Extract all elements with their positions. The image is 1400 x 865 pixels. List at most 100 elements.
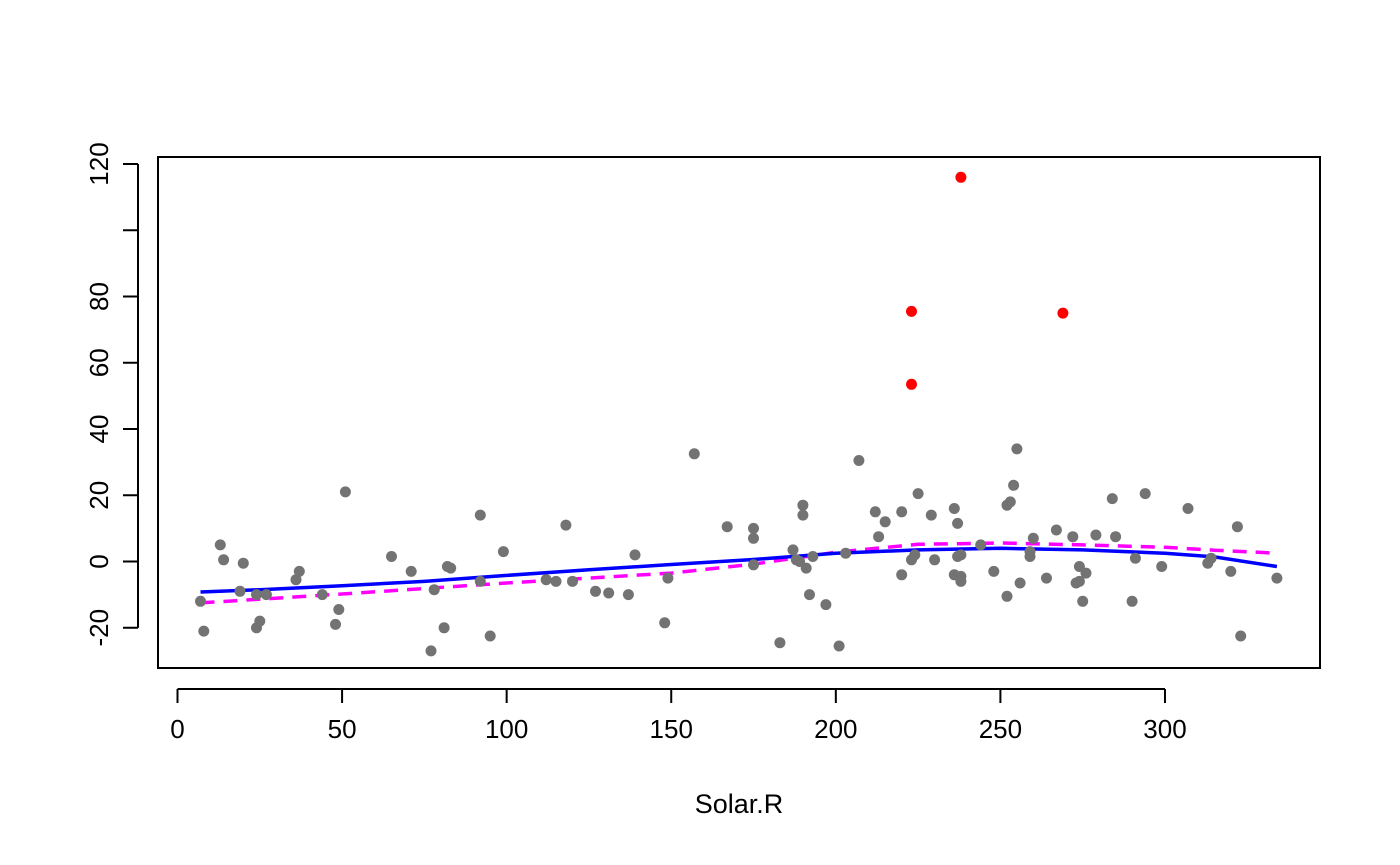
- data-point: [787, 544, 799, 556]
- data-point: [929, 554, 941, 566]
- data-point: [567, 575, 578, 587]
- data-point: [955, 575, 967, 587]
- y-tick-label: 40: [84, 415, 114, 444]
- data-point: [260, 589, 272, 601]
- data-point: [1110, 531, 1122, 543]
- data-point: [251, 589, 262, 601]
- data-point: [293, 565, 305, 577]
- data-point: [438, 622, 450, 634]
- data-point: [497, 546, 509, 558]
- x-tick-label: 250: [979, 714, 1022, 744]
- data-point: [1067, 531, 1079, 543]
- data-point: [1139, 488, 1151, 500]
- data-point: [748, 532, 759, 544]
- data-point: [797, 509, 809, 521]
- data-point: [237, 557, 249, 569]
- data-point: [339, 486, 351, 498]
- y-tick-label: 0: [84, 554, 114, 568]
- y-tick-label: 120: [84, 142, 114, 185]
- data-point: [853, 455, 865, 466]
- data-point: [748, 522, 759, 534]
- points-layer: [195, 171, 1283, 657]
- data-point: [925, 509, 937, 521]
- x-tick-label: 200: [814, 714, 857, 744]
- data-point: [800, 562, 812, 574]
- x-axis-label: Solar.R: [695, 789, 784, 819]
- data-point: [1004, 496, 1016, 508]
- data-point: [1271, 572, 1283, 584]
- data-point: [218, 554, 230, 566]
- x-axis: 0 50 100 150 200 250 300: [170, 688, 1187, 744]
- data-point: [622, 589, 634, 601]
- lines-layer: [200, 541, 1278, 605]
- data-point: [214, 539, 226, 551]
- smooth-line: [200, 546, 1278, 594]
- x-tick-label: 50: [328, 714, 357, 744]
- data-point: [428, 584, 440, 596]
- data-point: [662, 572, 674, 584]
- data-point: [659, 617, 671, 629]
- data-point: [474, 575, 486, 587]
- data-point: [1073, 575, 1085, 587]
- data-point: [1027, 532, 1039, 544]
- data-point: [1001, 590, 1013, 602]
- data-point: [1041, 572, 1052, 584]
- data-point: [484, 630, 496, 642]
- data-point: [1077, 595, 1089, 607]
- data-point: [445, 562, 457, 574]
- data-point: [1090, 529, 1102, 541]
- outlier-point: [1057, 307, 1069, 319]
- data-point: [948, 503, 960, 514]
- data-point: [254, 615, 266, 627]
- data-point: [896, 506, 908, 518]
- data-point: [195, 595, 206, 607]
- data-point: [988, 565, 1000, 577]
- y-tick-label: -20: [84, 609, 114, 647]
- data-point: [1014, 577, 1026, 589]
- data-point: [1129, 552, 1141, 564]
- outlier-point: [955, 171, 967, 183]
- data-point: [590, 585, 601, 597]
- data-point: [955, 549, 967, 561]
- data-point: [290, 574, 302, 586]
- x-tick-label: 150: [650, 714, 693, 744]
- data-point: [550, 575, 562, 587]
- outlier-point: [906, 378, 917, 390]
- data-point: [560, 519, 572, 531]
- data-point: [316, 589, 328, 601]
- data-point: [952, 517, 964, 529]
- data-point: [774, 637, 786, 649]
- data-point: [1156, 561, 1168, 572]
- y-tick-label: 20: [84, 481, 114, 510]
- data-point: [912, 488, 924, 500]
- y-tick-label: 60: [84, 348, 114, 377]
- data-point: [330, 618, 341, 630]
- data-point: [629, 549, 641, 561]
- data-point: [975, 539, 987, 551]
- y-axis: -20 0 20 40 60 80 120: [84, 142, 139, 647]
- data-point: [1205, 552, 1217, 564]
- data-point: [198, 625, 210, 637]
- data-point: [1126, 595, 1138, 607]
- data-point: [873, 531, 885, 543]
- data-point: [1106, 493, 1118, 505]
- data-point: [1011, 443, 1023, 455]
- data-point: [1008, 479, 1020, 491]
- data-point: [820, 599, 832, 611]
- data-point: [386, 551, 397, 562]
- data-point: [896, 569, 908, 581]
- data-point: [333, 604, 345, 615]
- data-point: [721, 521, 733, 533]
- data-point: [1225, 565, 1237, 577]
- plot-frame: [157, 156, 1321, 669]
- data-point: [1231, 521, 1243, 533]
- x-tick-label: 300: [1143, 714, 1186, 744]
- data-point: [1050, 524, 1062, 536]
- data-point: [1235, 630, 1247, 642]
- data-point: [1080, 567, 1092, 579]
- data-point: [540, 574, 552, 586]
- data-point: [688, 448, 700, 460]
- outlier-point: [906, 305, 917, 317]
- data-point: [1182, 503, 1194, 514]
